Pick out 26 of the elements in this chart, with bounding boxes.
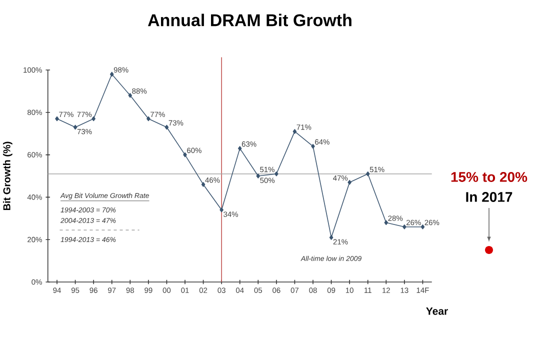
point [128,93,132,98]
x-axis-title: Year [426,308,448,315]
y-axis-title: Bit Growth (%) [3,142,12,210]
point [220,208,224,212]
point [92,116,96,122]
point [292,129,297,134]
text: In 2017 [466,192,512,202]
point [73,124,78,130]
point [366,171,370,176]
point [110,72,114,77]
point [420,224,425,230]
point [348,180,352,185]
point [146,116,150,122]
point [183,152,187,158]
point [55,116,59,122]
point [256,174,260,178]
point [311,144,315,149]
point [274,171,278,176]
point [329,235,334,240]
point [201,182,206,187]
point [238,146,242,151]
point [384,220,388,226]
point [402,224,406,230]
chart-title: Annual DRAM Bit Growth [148,14,352,26]
point [164,124,169,130]
text: 15% to 20% [451,172,528,182]
